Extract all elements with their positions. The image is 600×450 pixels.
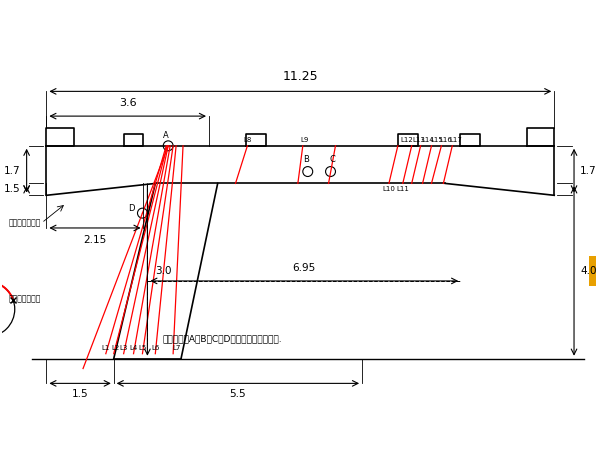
Text: L7: L7 — [172, 345, 180, 351]
Text: L12: L12 — [400, 137, 413, 143]
Text: 1.5: 1.5 — [72, 389, 88, 399]
Text: L11: L11 — [397, 186, 409, 193]
Text: L6: L6 — [151, 345, 160, 351]
Text: 3.6: 3.6 — [119, 98, 136, 108]
Text: 主拉平裂缝裂缝: 主拉平裂缝裂缝 — [9, 219, 41, 228]
Text: 1.5: 1.5 — [4, 184, 20, 194]
Text: L4: L4 — [130, 345, 137, 351]
Text: L15: L15 — [430, 137, 443, 143]
Text: L8: L8 — [243, 137, 251, 143]
Text: L13: L13 — [412, 137, 425, 143]
Text: L14: L14 — [421, 137, 434, 143]
Text: D: D — [128, 204, 134, 213]
Text: 5.5: 5.5 — [230, 389, 246, 399]
Text: 3.0: 3.0 — [155, 266, 172, 276]
Text: L10: L10 — [382, 186, 395, 193]
Text: A: A — [163, 131, 169, 140]
Text: L1: L1 — [101, 345, 110, 351]
Text: 11.25: 11.25 — [283, 71, 318, 83]
Text: 1.7: 1.7 — [580, 166, 596, 176]
Text: C: C — [329, 155, 335, 164]
Bar — [589, 256, 600, 286]
Text: 4.0: 4.0 — [580, 266, 596, 276]
Text: L3: L3 — [119, 345, 128, 351]
Text: 1.7: 1.7 — [4, 166, 20, 176]
Text: L9: L9 — [301, 137, 309, 143]
Text: 2.15: 2.15 — [83, 235, 107, 245]
Text: 主拉斜裂缝裂缝: 主拉斜裂缝裂缝 — [9, 295, 41, 304]
Text: L5: L5 — [139, 345, 146, 351]
Text: 备注：图中A、B、C、D四点为裂缝乳芯位置.: 备注：图中A、B、C、D四点为裂缝乳芯位置. — [162, 334, 282, 343]
Text: B: B — [303, 155, 309, 164]
Text: L17: L17 — [450, 137, 463, 143]
Text: 6.95: 6.95 — [293, 263, 316, 273]
Text: L2: L2 — [112, 345, 120, 351]
Text: L16: L16 — [439, 137, 452, 143]
